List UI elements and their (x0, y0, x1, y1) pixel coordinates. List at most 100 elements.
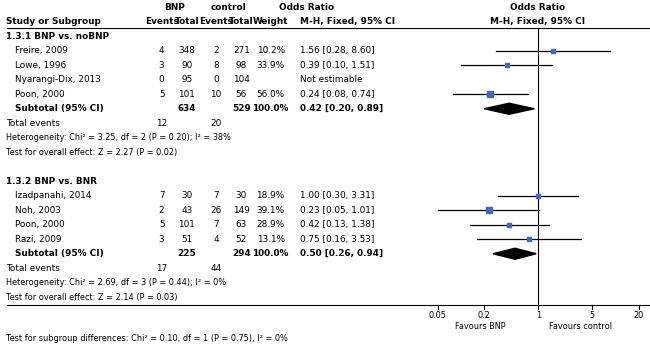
Text: 18.9%: 18.9% (257, 191, 285, 200)
Text: 1.00 [0.30, 3.31]: 1.00 [0.30, 3.31] (300, 191, 374, 200)
Text: Study or Subgroup: Study or Subgroup (6, 17, 101, 26)
Text: 17: 17 (156, 264, 167, 273)
Text: 33.9%: 33.9% (257, 61, 285, 70)
Text: 13.1%: 13.1% (257, 235, 285, 244)
Text: 4: 4 (159, 46, 164, 55)
Text: Total: Total (174, 17, 199, 26)
Text: 7: 7 (213, 220, 219, 229)
Text: Lowe, 1996: Lowe, 1996 (15, 61, 66, 70)
Text: Poon, 2000: Poon, 2000 (15, 220, 64, 229)
Text: 225: 225 (177, 249, 196, 258)
Text: Heterogeneity: Chi² = 2.69, df = 3 (P = 0.44); I² = 0%: Heterogeneity: Chi² = 2.69, df = 3 (P = … (6, 278, 227, 287)
Text: 0.39 [0.10, 1.51]: 0.39 [0.10, 1.51] (300, 61, 374, 70)
Text: 95: 95 (181, 75, 192, 84)
Text: Subtotal (95% CI): Subtotal (95% CI) (15, 249, 103, 258)
Text: Freire, 2009: Freire, 2009 (15, 46, 68, 55)
Text: 529: 529 (232, 104, 251, 113)
Text: 0.05: 0.05 (429, 310, 447, 319)
Text: Test for subgroup differences: Chi² = 0.10, df = 1 (P = 0.75), I² = 0%: Test for subgroup differences: Chi² = 0.… (6, 334, 289, 343)
Point (484, 207, 494, 213)
Point (504, 222, 514, 228)
Text: 2: 2 (159, 206, 164, 215)
Point (485, 92, 495, 97)
Text: 10: 10 (211, 90, 222, 99)
Text: 7: 7 (213, 191, 219, 200)
Text: 271: 271 (233, 46, 250, 55)
Text: 104: 104 (233, 75, 250, 84)
Text: 20: 20 (211, 119, 222, 128)
Text: 100.0%: 100.0% (252, 104, 289, 113)
Text: Odds Ratio: Odds Ratio (279, 3, 334, 12)
Text: 149: 149 (233, 206, 250, 215)
Text: 8: 8 (213, 61, 219, 70)
Text: 0.23 [0.05, 1.01]: 0.23 [0.05, 1.01] (300, 206, 374, 215)
Text: 348: 348 (178, 46, 195, 55)
Text: Nyarangi-Dix, 2013: Nyarangi-Dix, 2013 (15, 75, 101, 84)
Text: 20: 20 (634, 310, 644, 319)
Polygon shape (484, 103, 534, 114)
Text: 0.50 [0.26, 0.94]: 0.50 [0.26, 0.94] (300, 249, 383, 258)
Text: Test for overall effect: Z = 2.14 (P = 0.03): Test for overall effect: Z = 2.14 (P = 0… (6, 293, 178, 302)
Text: 4: 4 (213, 235, 219, 244)
Text: Izadpanahi, 2014: Izadpanahi, 2014 (15, 191, 92, 200)
Text: 7: 7 (159, 191, 164, 200)
Text: 101: 101 (178, 90, 195, 99)
Text: Events: Events (200, 17, 233, 26)
Text: 1.3.1 BNP vs. noBNP: 1.3.1 BNP vs. noBNP (6, 32, 110, 41)
Text: BNP: BNP (164, 3, 185, 12)
Text: 52: 52 (236, 235, 247, 244)
Text: Heterogeneity: Chi² = 3.25, df = 2 (P = 0.20); I² = 38%: Heterogeneity: Chi² = 3.25, df = 2 (P = … (6, 133, 231, 142)
Text: 0: 0 (213, 75, 219, 84)
Text: 2: 2 (213, 46, 219, 55)
Text: Poon, 2000: Poon, 2000 (15, 90, 64, 99)
Text: 5: 5 (590, 310, 595, 319)
Text: 28.9%: 28.9% (257, 220, 285, 229)
Text: 3: 3 (159, 235, 164, 244)
Text: 5: 5 (159, 90, 164, 99)
Text: 294: 294 (232, 249, 251, 258)
Text: Total: Total (229, 17, 254, 26)
Text: 1.3.2 BNP vs. BNR: 1.3.2 BNP vs. BNR (6, 177, 97, 186)
Text: 0.24 [0.08, 0.74]: 0.24 [0.08, 0.74] (300, 90, 374, 99)
Text: Subtotal (95% CI): Subtotal (95% CI) (15, 104, 103, 113)
Point (548, 48, 558, 54)
Text: 30: 30 (236, 191, 247, 200)
Text: Noh, 2003: Noh, 2003 (15, 206, 60, 215)
Text: 39.1%: 39.1% (257, 206, 285, 215)
Text: Not estimable: Not estimable (300, 75, 363, 84)
Text: Weight: Weight (253, 17, 289, 26)
Text: 10.2%: 10.2% (257, 46, 285, 55)
Text: 0.42 [0.20, 0.89]: 0.42 [0.20, 0.89] (300, 104, 383, 113)
Text: 63: 63 (236, 220, 247, 229)
Text: M-H, Fixed, 95% CI: M-H, Fixed, 95% CI (490, 17, 586, 26)
Text: Total events: Total events (6, 264, 60, 273)
Text: 1.56 [0.28, 8.60]: 1.56 [0.28, 8.60] (300, 46, 374, 55)
Text: 51: 51 (181, 235, 192, 244)
Text: M-H, Fixed, 95% CI: M-H, Fixed, 95% CI (300, 17, 395, 26)
Text: 0: 0 (159, 75, 164, 84)
Text: 0.2: 0.2 (478, 310, 491, 319)
Point (523, 237, 534, 242)
Point (501, 63, 512, 68)
Text: 12: 12 (156, 119, 167, 128)
Polygon shape (493, 248, 536, 259)
Text: 5: 5 (159, 220, 164, 229)
Text: 56.0%: 56.0% (257, 90, 285, 99)
Text: Odds Ratio: Odds Ratio (510, 3, 566, 12)
Text: 26: 26 (211, 206, 222, 215)
Text: Favours BNP: Favours BNP (456, 322, 506, 331)
Text: 44: 44 (211, 264, 222, 273)
Text: 0.75 [0.16, 3.53]: 0.75 [0.16, 3.53] (300, 235, 374, 244)
Text: 3: 3 (159, 61, 164, 70)
Text: 90: 90 (181, 61, 192, 70)
Text: 98: 98 (235, 61, 247, 70)
Text: control: control (211, 3, 246, 12)
Text: Razi, 2009: Razi, 2009 (15, 235, 61, 244)
Text: 0.42 [0.13, 1.38]: 0.42 [0.13, 1.38] (300, 220, 374, 229)
Text: Events: Events (145, 17, 179, 26)
Text: 43: 43 (181, 206, 192, 215)
Text: 30: 30 (181, 191, 192, 200)
Text: 56: 56 (236, 90, 247, 99)
Point (533, 193, 543, 198)
Text: 634: 634 (177, 104, 196, 113)
